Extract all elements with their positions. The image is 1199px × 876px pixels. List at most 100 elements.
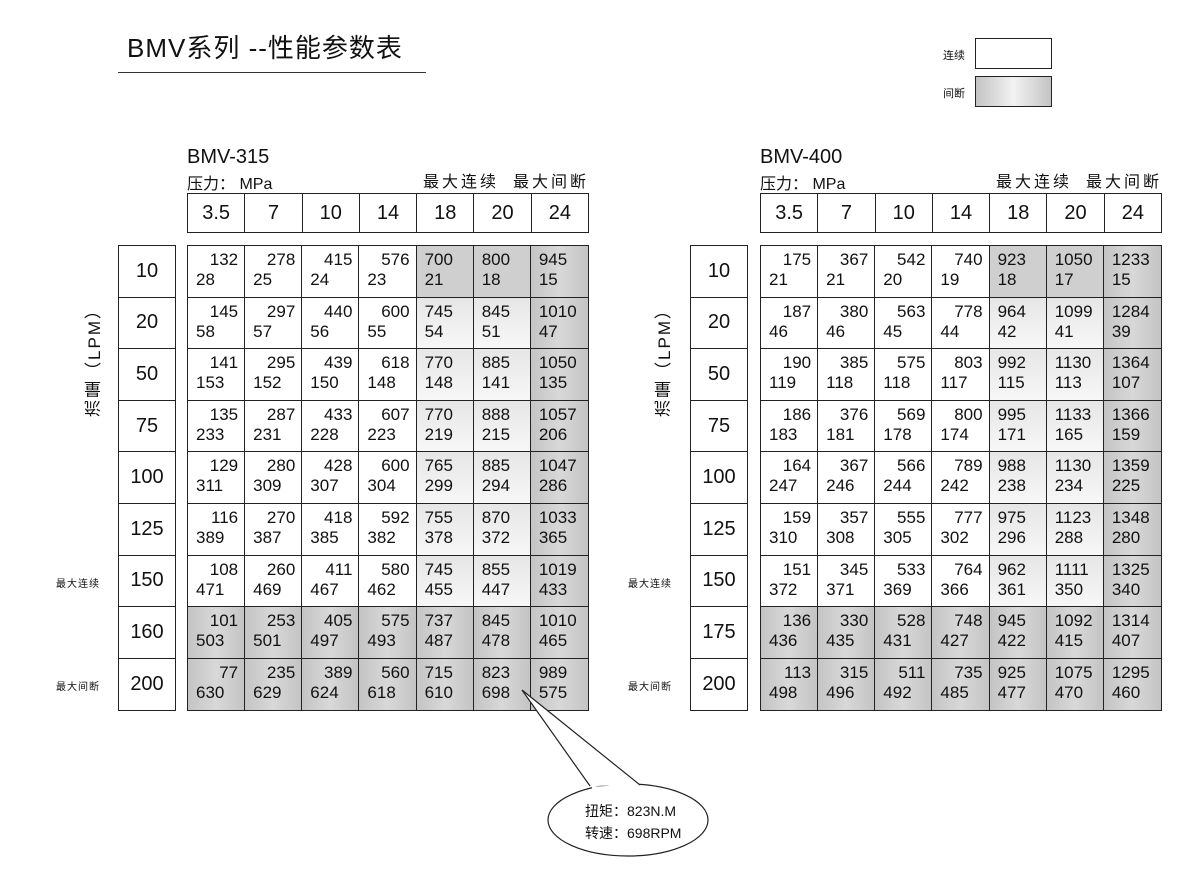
table-cell: 533 369 (875, 555, 933, 608)
table-cell: 945 422 (989, 607, 1047, 659)
torque-value: 607 (381, 404, 410, 424)
speed-value: 501 (253, 631, 282, 651)
speed-value: 470 (1054, 682, 1084, 702)
flow-cell: 100 (119, 452, 175, 504)
speed-value: 115 (997, 373, 1025, 393)
speed-value: 42 (997, 321, 1017, 341)
torque-value: 1348 (1111, 507, 1150, 527)
table-cell: 164 247 (761, 452, 819, 504)
speed-value: 47 (538, 321, 558, 341)
table-cell: 330 435 (818, 607, 876, 659)
torque-value: 745 (424, 301, 453, 321)
speed-value: 302 (940, 527, 969, 547)
torque-value: 315 (839, 662, 869, 682)
speed-value: 465 (538, 631, 568, 651)
table-cell: 580 462 (359, 555, 417, 608)
torque-value: 1359 (1111, 456, 1150, 476)
torque-value: 175 (782, 250, 812, 269)
speed-value: 247 (769, 476, 798, 496)
table-cell: 885 141 (473, 349, 531, 401)
speed-value: 58 (196, 321, 215, 341)
table-cell: 715 610 (416, 658, 474, 711)
flow-cell: 125 (691, 504, 747, 556)
torque-value: 405 (324, 611, 353, 631)
torque-value: 988 (997, 456, 1026, 476)
torque-value: 116 (211, 507, 239, 527)
table-cell: 745 54 (416, 297, 474, 350)
pressure-unit-label: 压力： MPa (760, 176, 846, 193)
torque-value: 1057 (538, 404, 577, 424)
table-cell: 1050 17 (1046, 246, 1104, 298)
speed-value: 378 (424, 527, 453, 547)
table-cell: 129 311 (188, 452, 246, 504)
table-cell: 380 46 (818, 297, 876, 350)
torque-value: 700 (424, 250, 453, 269)
speed-value: 15 (538, 270, 558, 289)
table-cell: 600 55 (359, 297, 417, 350)
torque-value: 1010 (538, 301, 577, 321)
table-cell: 988 238 (989, 452, 1047, 504)
speed-value: 141 (481, 373, 511, 393)
speed-value: 44 (940, 321, 960, 341)
table-cell: 962 361 (989, 555, 1047, 608)
flow-cell: 160 (119, 607, 175, 659)
speed-value: 41 (1054, 321, 1074, 341)
torque-value: 1284 (1111, 301, 1150, 321)
table-cell: 278 25 (245, 246, 303, 298)
torque-value: 278 (266, 250, 296, 269)
torque-value: 433 (324, 404, 353, 424)
torque-value: 135 (209, 404, 239, 424)
table-cell: 870 372 (473, 503, 531, 556)
table-cell: 367 246 (818, 452, 876, 504)
flow-cell: 150 (691, 556, 747, 608)
speed-value: 225 (1111, 476, 1141, 496)
max-continuous-header: 最大连续 (423, 174, 500, 191)
model-name: BMV-315 (187, 146, 270, 168)
speed-value: 624 (310, 682, 339, 702)
table-cell: 964 42 (989, 297, 1047, 350)
torque-value: 132 (209, 250, 239, 269)
torque-value: 1133 (1054, 404, 1092, 424)
flow-cell: 175 (691, 607, 747, 659)
speed-value: 455 (424, 579, 453, 599)
torque-value: 1075 (1054, 662, 1093, 682)
speed-value: 618 (367, 682, 396, 702)
legend-continuous-label: 连续 (943, 50, 965, 62)
speed-value: 311 (196, 476, 224, 496)
speed-value: 467 (310, 579, 339, 599)
speed-value: 15 (1111, 270, 1131, 289)
table-cell: 800 174 (932, 400, 990, 453)
speed-value: 309 (253, 476, 282, 496)
speed-value: 23 (367, 270, 387, 289)
table-cell: 566 244 (875, 452, 933, 504)
table-cell: 440 56 (302, 297, 360, 350)
table-cell: 77 630 (188, 658, 246, 711)
torque-value: 1033 (538, 507, 577, 527)
torque-value: 600 (381, 456, 410, 476)
table-cell: 992 115 (989, 349, 1047, 401)
torque-value: 428 (324, 456, 353, 476)
table-cell: 1099 41 (1046, 297, 1104, 350)
table-cell: 297 57 (245, 297, 303, 350)
table-cell: 803 117 (932, 349, 990, 401)
speed-value: 433 (538, 579, 568, 599)
speed-value: 497 (310, 631, 339, 651)
max-intermittent-header: 最大间断 (1086, 174, 1163, 191)
torque-value: 542 (897, 250, 926, 269)
torque-value: 367 (839, 250, 869, 269)
pressure-header-cell: 10 (876, 194, 933, 232)
speed-value: 215 (481, 424, 511, 444)
speed-value: 150 (310, 373, 339, 393)
torque-value: 1314 (1111, 611, 1150, 631)
flow-cell: 10 (691, 246, 747, 298)
table-cell: 555 305 (875, 503, 933, 556)
torque-value: 164 (782, 456, 812, 476)
torque-value: 77 (219, 662, 239, 682)
speed-value: 629 (253, 682, 282, 702)
speed-value: 28 (196, 270, 215, 289)
pressure-header-cell: 7 (818, 194, 876, 232)
speed-value: 469 (253, 579, 282, 599)
torque-value: 755 (424, 507, 453, 527)
table-cell: 315 496 (818, 658, 876, 711)
